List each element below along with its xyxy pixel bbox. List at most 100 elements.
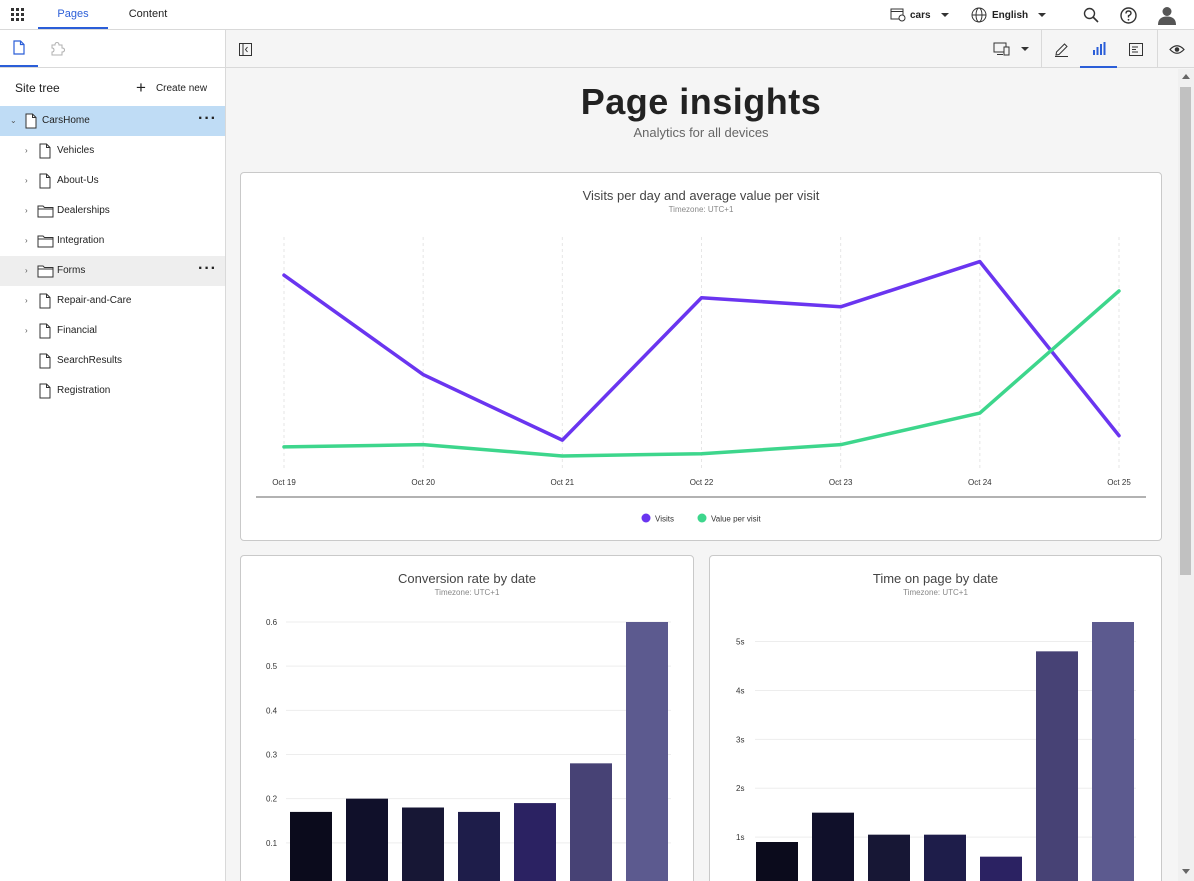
- toggle-panel-button[interactable]: [234, 30, 256, 68]
- search-icon[interactable]: [1083, 7, 1099, 23]
- page-icon: [39, 173, 51, 189]
- legend-label: Value per visit: [711, 515, 761, 524]
- y-tick-label: 0.2: [266, 795, 278, 804]
- bar-oct-23: [514, 803, 556, 881]
- y-tick-label: 3s: [736, 735, 744, 744]
- insights-content: Page insights Analytics for all devices …: [226, 69, 1178, 881]
- device-selector[interactable]: [986, 30, 1036, 68]
- tree-item-repair-and-care[interactable]: › Repair-and-Care: [0, 286, 225, 316]
- help-icon[interactable]: [1120, 7, 1137, 24]
- tree-item-label: Registration: [57, 385, 111, 396]
- tree-item-dealerships[interactable]: › Dealerships: [0, 196, 225, 226]
- y-tick-label: 0.6: [266, 618, 278, 627]
- main-toolbar: [226, 30, 1194, 68]
- user-avatar-icon[interactable]: [1157, 5, 1177, 25]
- conversion-chart-card: Conversion rate by date Timezone: UTC+1 …: [240, 555, 694, 881]
- x-tick-label: Oct 19: [272, 478, 296, 487]
- more-options-icon[interactable]: ···: [198, 110, 217, 127]
- bar-oct-23: [980, 856, 1022, 881]
- chevron-right-icon[interactable]: ›: [25, 296, 28, 305]
- chevron-down-icon: [1021, 47, 1029, 51]
- create-new-button[interactable]: + Create new: [136, 78, 207, 98]
- chevron-right-icon[interactable]: ›: [25, 146, 28, 155]
- vertical-scrollbar[interactable]: [1178, 69, 1194, 881]
- left-panel-tabs: [0, 30, 225, 68]
- legend-label: Visits: [655, 515, 674, 524]
- tree-item-carshome[interactable]: ⌄ CarsHome ···: [0, 106, 225, 136]
- page-icon: [39, 383, 51, 399]
- bar-oct-25: [626, 622, 668, 881]
- chevron-down-icon[interactable]: ⌄: [10, 116, 17, 125]
- y-tick-label: 0.4: [266, 706, 278, 715]
- puzzle-icon: [51, 41, 65, 56]
- chevron-right-icon[interactable]: ›: [25, 236, 28, 245]
- conversion-bar-chart: 0.1 0.2 0.3 0.4 0.5 0.6: [266, 618, 671, 881]
- folder-icon: [37, 235, 54, 248]
- page-icon: [39, 293, 51, 309]
- folder-icon: [37, 265, 54, 278]
- y-tick-label: 4s: [736, 686, 744, 695]
- app-launcher-icon[interactable]: [11, 8, 25, 22]
- tree-item-searchresults[interactable]: SearchResults: [0, 346, 225, 376]
- tab-pages[interactable]: Pages: [38, 0, 108, 29]
- tree-item-label: Integration: [57, 235, 105, 246]
- main-area: Page insights Analytics for all devices …: [226, 30, 1194, 881]
- tree-item-about-us[interactable]: › About-Us: [0, 166, 225, 196]
- properties-button[interactable]: [1119, 30, 1153, 68]
- y-tick-label: 1s: [736, 833, 744, 842]
- insights-button[interactable]: [1080, 30, 1117, 68]
- language-selector[interactable]: English: [971, 0, 1047, 30]
- x-tick-label: Oct 25: [1107, 478, 1131, 487]
- y-tick-label: 0.5: [266, 662, 278, 671]
- bar-chart-icon: [1092, 41, 1105, 55]
- tab-components[interactable]: [38, 30, 76, 67]
- bar-oct-24: [1036, 651, 1078, 881]
- tree-item-vehicles[interactable]: › Vehicles: [0, 136, 225, 166]
- tree-item-label: CarsHome: [42, 115, 90, 126]
- y-tick-label: 5s: [736, 638, 744, 647]
- tree-item-label: About-Us: [57, 175, 99, 186]
- site-icon: [890, 8, 906, 22]
- tree-item-forms[interactable]: › Forms ···: [0, 256, 225, 286]
- chevron-right-icon[interactable]: ›: [25, 176, 28, 185]
- plus-icon: +: [136, 78, 146, 97]
- page-icon: [39, 323, 51, 339]
- page-icon: [39, 353, 51, 369]
- chevron-down-icon: [1038, 13, 1047, 17]
- chevron-right-icon[interactable]: ›: [25, 326, 28, 335]
- scrollbar-thumb[interactable]: [1180, 87, 1191, 575]
- bar-oct-22: [924, 834, 966, 881]
- tree-item-label: Financial: [57, 325, 98, 336]
- toolbar-divider: [1041, 30, 1042, 68]
- tree-item-integration[interactable]: › Integration: [0, 226, 225, 256]
- left-panel: Site tree + Create new ⌄ CarsHome ··· › …: [0, 30, 226, 881]
- tab-content[interactable]: Content: [128, 8, 168, 20]
- site-selector[interactable]: cars: [890, 0, 949, 30]
- chevron-right-icon[interactable]: ›: [25, 266, 28, 275]
- tab-site-tree[interactable]: [0, 30, 38, 67]
- edit-button[interactable]: [1044, 30, 1078, 68]
- more-options-icon[interactable]: ···: [198, 260, 217, 277]
- x-tick-label: Oct 24: [968, 478, 992, 487]
- pencil-icon: [1054, 42, 1068, 57]
- bar-oct-25: [1092, 622, 1134, 881]
- tree-item-financial[interactable]: › Financial: [0, 316, 225, 346]
- bar-oct-24: [570, 763, 612, 881]
- legend-marker: [641, 513, 651, 523]
- scroll-down-arrow-icon[interactable]: [1182, 869, 1190, 874]
- chart-title: Conversion rate by date: [397, 571, 537, 586]
- scroll-up-arrow-icon[interactable]: [1182, 74, 1190, 79]
- device-icon: [993, 42, 1010, 56]
- chevron-right-icon[interactable]: ›: [25, 206, 28, 215]
- site-tree-title: Site tree: [15, 81, 60, 95]
- properties-icon: [1129, 42, 1143, 56]
- x-tick-label: Oct 20: [411, 478, 435, 487]
- tree-item-label: Vehicles: [57, 145, 95, 156]
- bar-oct-20: [812, 812, 854, 881]
- page-title: Page insights: [580, 81, 822, 122]
- tree-item-registration[interactable]: Registration: [0, 376, 225, 406]
- top-bar: Pages Content cars English: [0, 0, 1194, 30]
- preview-button[interactable]: [1160, 30, 1194, 68]
- bar-oct-19: [290, 811, 332, 881]
- visits-line-chart: Oct 19 Oct 20 Oct 21 Oct 22 Oct 23 Oct 24 Oct …: [256, 237, 1146, 524]
